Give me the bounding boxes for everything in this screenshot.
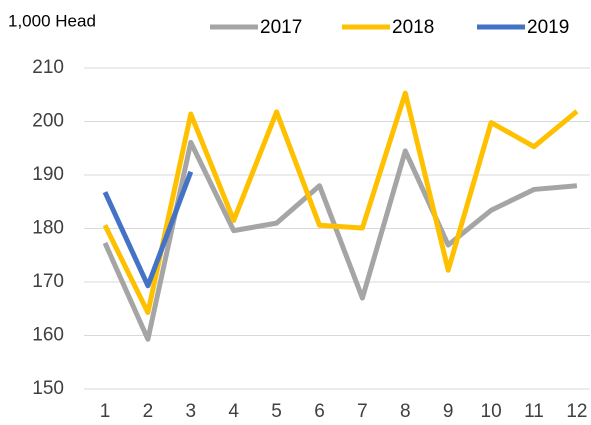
x-tick-label: 10 bbox=[481, 401, 502, 422]
legend-label: 2019 bbox=[527, 17, 569, 38]
x-tick-label: 6 bbox=[314, 401, 325, 422]
y-tick-label: 180 bbox=[32, 218, 64, 239]
x-tick-label: 3 bbox=[186, 401, 197, 422]
y-tick-label: 190 bbox=[32, 164, 64, 185]
y-tick-label: 170 bbox=[32, 271, 64, 292]
series-line bbox=[102, 170, 194, 289]
y-tick-label: 210 bbox=[32, 57, 64, 78]
x-tick-label: 12 bbox=[566, 401, 587, 422]
x-tick-label: 8 bbox=[400, 401, 411, 422]
y-axis-label: 1,000 Head bbox=[8, 11, 96, 30]
x-tick-label: 11 bbox=[524, 401, 544, 422]
legend-label: 2017 bbox=[260, 17, 302, 38]
series-line bbox=[102, 139, 578, 342]
x-tick-label: 1 bbox=[100, 401, 111, 422]
legend-label: 2018 bbox=[392, 17, 434, 38]
y-tick-label: 160 bbox=[32, 325, 64, 346]
x-tick-label: 5 bbox=[271, 401, 282, 422]
x-tick-label: 7 bbox=[357, 401, 368, 422]
x-tick-label: 4 bbox=[228, 401, 239, 422]
x-tick-label: 9 bbox=[443, 401, 454, 422]
y-tick-label: 200 bbox=[32, 111, 64, 132]
x-tick-label: 2 bbox=[143, 401, 154, 422]
y-tick-label: 150 bbox=[32, 378, 64, 399]
series-line bbox=[102, 90, 579, 315]
